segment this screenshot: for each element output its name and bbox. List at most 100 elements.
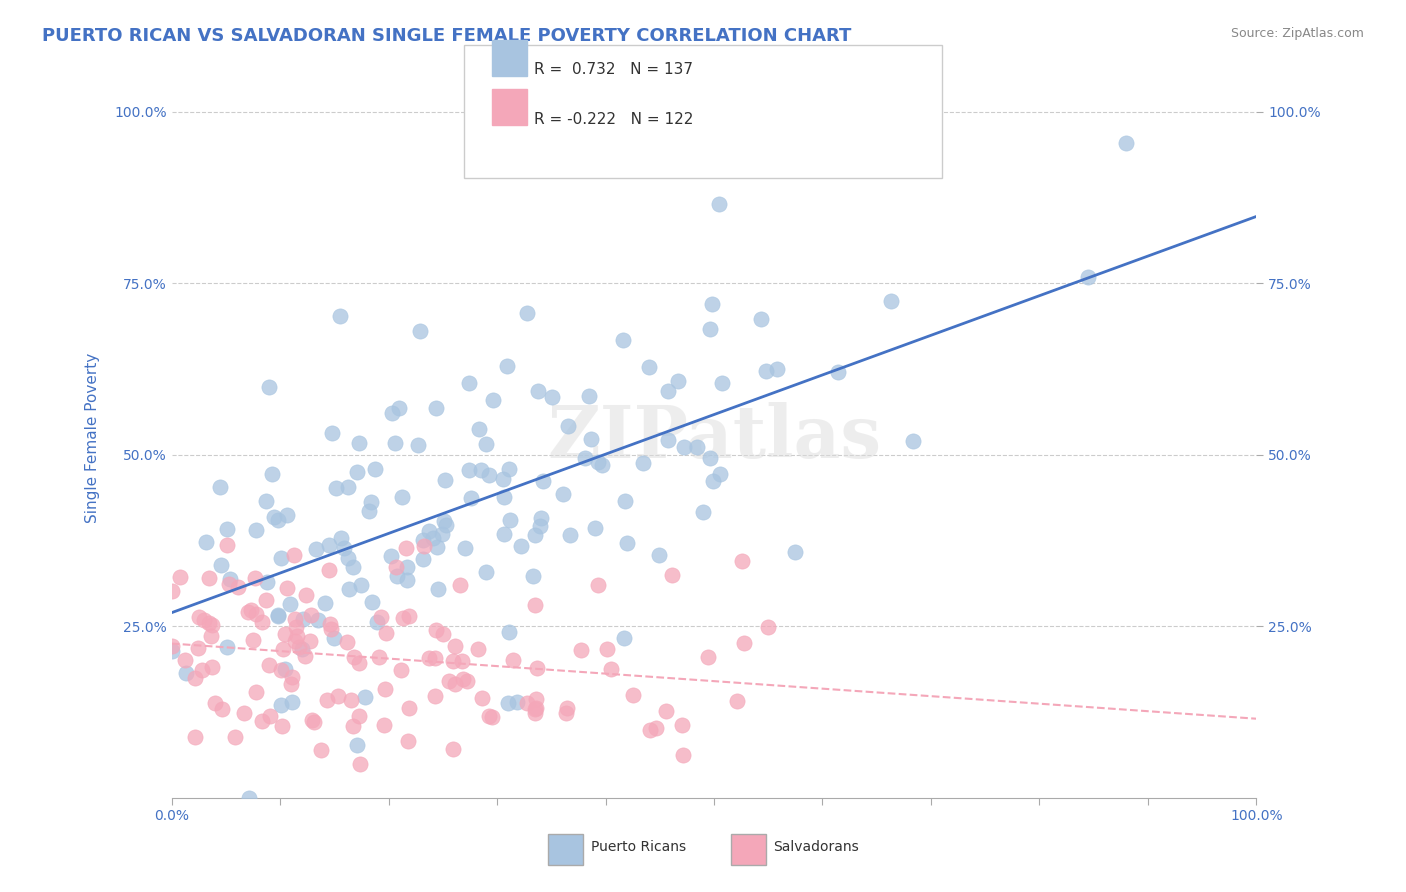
Point [827,365,849,379]
Point [326,689,349,703]
Point [370,609,392,624]
Point [256,575,278,590]
Point [374,681,396,696]
Point [702,296,724,310]
Point [672,747,695,762]
Point [475,437,498,451]
Point [418,524,440,539]
Point [541,390,564,404]
Point [498,624,520,639]
Point [281,695,304,709]
Point [666,374,689,388]
Point [412,533,434,547]
Point [481,710,503,724]
Point [271,642,294,657]
Point [471,690,494,705]
Point [433,473,456,487]
Point [276,581,298,595]
Point [245,607,267,622]
Point [342,719,364,733]
Point [292,612,315,626]
Point [709,197,731,211]
Point [226,580,249,594]
Point [398,608,420,623]
Point [337,582,360,596]
Point [337,480,360,494]
Point [657,384,679,398]
Point [524,599,547,613]
Point [498,462,520,476]
Point [702,474,724,488]
Point [322,632,344,646]
Point [392,611,415,625]
Point [262,467,284,482]
Point [267,608,290,623]
Point [413,539,436,553]
Point [423,651,446,665]
Point [238,790,260,805]
Point [756,619,779,633]
Point [654,704,676,718]
Point [342,559,364,574]
Point [337,551,360,566]
Point [524,702,547,716]
Point [309,743,332,757]
Point [494,527,516,541]
Point [451,672,474,686]
Point [492,472,515,486]
Point [439,673,461,688]
Point [425,401,447,416]
Point [218,577,240,591]
Point [467,641,489,656]
Point [901,434,924,448]
Point [236,605,259,619]
Point [699,450,721,465]
Point [516,697,538,711]
Point [443,639,465,653]
Point [441,742,464,756]
Point [197,571,219,585]
Point [160,644,183,658]
Point [278,597,301,611]
Point [449,578,471,592]
Point [215,538,238,552]
Point [349,756,371,771]
Point [373,718,395,732]
Text: ZIPatlas: ZIPatlas [547,402,882,473]
Point [366,615,388,629]
Point [398,701,420,715]
Point [347,436,370,450]
Point [422,532,444,546]
Point [755,364,778,378]
Point [245,571,267,585]
Point [644,721,666,735]
Point [346,465,368,479]
Point [270,698,292,712]
Point [579,432,602,446]
Point [184,730,207,744]
Point [623,688,645,702]
Point [396,733,419,747]
Point [451,654,474,668]
Point [384,436,406,450]
Point [208,480,231,494]
Point [174,666,197,681]
Point [672,440,695,454]
Point [749,312,772,326]
Point [433,514,456,528]
Point [613,631,636,645]
Point [329,309,352,323]
Point [211,702,233,716]
Point [766,362,789,376]
Point [409,324,432,338]
Point [266,513,288,527]
Point [637,359,659,374]
Point [184,672,207,686]
Point [360,495,382,509]
Point [270,663,292,677]
Point [333,541,356,556]
Point [443,677,465,691]
Text: R = -0.222   N = 122: R = -0.222 N = 122 [534,112,693,127]
Point [270,551,292,566]
Point [502,653,524,667]
